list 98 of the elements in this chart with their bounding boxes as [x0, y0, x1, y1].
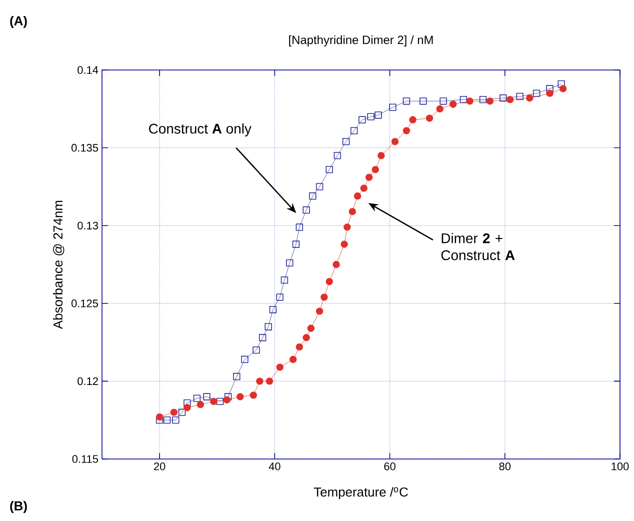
point — [233, 372, 240, 380]
point — [156, 413, 164, 421]
point — [316, 183, 324, 190]
x-axis-title: Temperature /$^{o}$C — [314, 487, 408, 500]
x-tick-label: 100 — [612, 462, 629, 470]
point — [409, 116, 416, 124]
point — [292, 240, 300, 248]
point — [426, 114, 434, 122]
point — [172, 416, 180, 424]
point — [266, 378, 274, 385]
point — [440, 98, 447, 105]
point — [558, 80, 565, 88]
point — [420, 98, 427, 105]
point — [354, 192, 362, 200]
point — [264, 323, 272, 330]
point — [559, 85, 567, 92]
point — [402, 127, 410, 134]
point — [372, 166, 379, 174]
point — [196, 400, 204, 408]
x-tick-label: 40 — [268, 462, 280, 470]
point — [320, 294, 328, 301]
point — [391, 138, 399, 146]
point — [269, 306, 277, 314]
point — [170, 408, 178, 416]
point — [374, 112, 382, 119]
point — [460, 96, 468, 104]
point — [193, 394, 201, 402]
point — [348, 208, 356, 216]
point — [532, 90, 540, 97]
y-tick-label: 0.13 — [78, 222, 98, 230]
y-axis-title: Absorbance @ 274nm — [53, 200, 64, 329]
point — [340, 240, 348, 248]
point — [344, 224, 351, 231]
point — [350, 127, 358, 134]
text: (B) — [10, 500, 27, 514]
point — [506, 96, 514, 104]
point — [309, 192, 316, 200]
point — [296, 343, 304, 351]
point — [223, 396, 231, 404]
point — [436, 105, 444, 112]
point — [358, 116, 366, 124]
point — [276, 364, 284, 371]
point — [184, 399, 191, 407]
annotation: Dimer 2 + Construct A — [441, 232, 515, 260]
point — [302, 334, 310, 342]
text: (A) — [10, 16, 27, 28]
y-tick-label: 0.135 — [71, 144, 98, 152]
point — [334, 152, 342, 160]
point — [326, 278, 333, 286]
point — [286, 259, 294, 267]
point — [236, 393, 244, 400]
point — [365, 174, 373, 181]
point — [156, 416, 164, 424]
y-tick-label: 0.115 — [72, 455, 98, 463]
point — [224, 393, 232, 400]
point — [276, 294, 284, 301]
annotation: Construct A only — [149, 123, 252, 136]
point — [302, 206, 310, 214]
y-tick-label: 0.125 — [71, 300, 98, 308]
point — [258, 334, 266, 342]
point — [280, 276, 288, 284]
point — [367, 113, 374, 120]
point — [252, 346, 260, 354]
x-tick-label: 60 — [384, 462, 396, 470]
point — [210, 398, 218, 406]
point — [332, 260, 340, 268]
point — [289, 356, 297, 363]
point — [389, 104, 396, 111]
point — [296, 224, 304, 231]
point — [203, 393, 210, 400]
point — [316, 308, 324, 315]
x-tick-label: 20 — [154, 462, 166, 470]
y-tick-label: 0.14 — [78, 66, 98, 74]
point — [360, 184, 368, 192]
point — [526, 94, 534, 102]
point — [466, 98, 474, 105]
point — [546, 90, 554, 97]
point — [184, 404, 191, 412]
point — [307, 324, 315, 332]
point — [163, 416, 171, 424]
point — [402, 98, 410, 105]
point — [378, 152, 385, 160]
point — [516, 92, 524, 100]
y-tick-label: 0.12 — [78, 377, 98, 386]
point — [178, 408, 186, 416]
point — [216, 398, 224, 406]
x-tick-label: 80 — [499, 462, 511, 470]
point — [250, 392, 257, 399]
point — [342, 138, 350, 146]
point — [479, 96, 487, 104]
point — [241, 356, 248, 363]
point — [450, 100, 457, 108]
point — [256, 378, 264, 385]
point — [326, 166, 333, 174]
point — [546, 85, 554, 92]
point — [500, 94, 507, 102]
point — [486, 98, 494, 105]
chart-title: [Napthyridine Dimer 2] / nM — [289, 35, 433, 46]
